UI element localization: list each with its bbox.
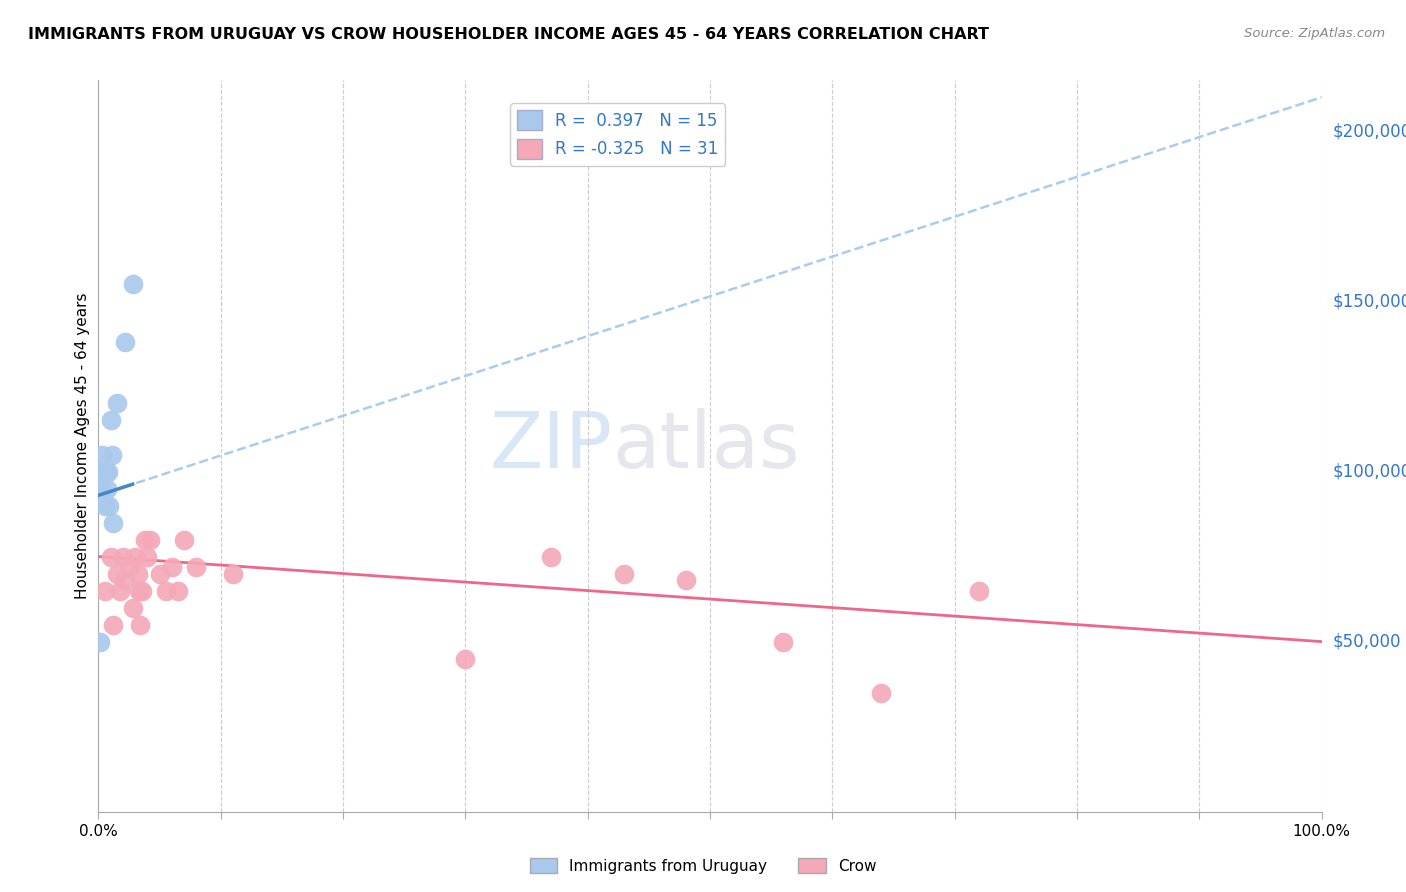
Point [167,583,190,598]
Point [136,549,159,564]
Point [675,574,697,588]
Point [121,600,143,615]
Point [101,448,124,462]
Point [97,465,120,479]
Point [100,413,122,427]
Point [128,583,150,598]
Y-axis label: Householder Income Ages 45 - 64 years: Householder Income Ages 45 - 64 years [75,293,90,599]
Point [89,634,111,648]
Point [98,499,121,513]
Point [139,533,162,547]
Point [101,617,124,632]
Point [540,549,562,564]
Text: IMMIGRANTS FROM URUGUAY VS CROW HOUSEHOLDER INCOME AGES 45 - 64 YEARS CORRELATIO: IMMIGRANTS FROM URUGUAY VS CROW HOUSEHOL… [28,27,988,42]
Point [94,465,117,479]
Point [114,574,136,588]
Text: $100,000: $100,000 [1333,463,1406,481]
Text: Source: ZipAtlas.com: Source: ZipAtlas.com [1244,27,1385,40]
Point [613,566,636,581]
Point [160,559,183,574]
Point [772,634,794,648]
Legend: Immigrants from Uruguay, Crow: Immigrants from Uruguay, Crow [523,852,883,880]
Point [93,499,115,513]
Point [100,549,122,564]
Point [91,465,114,479]
Point [127,566,149,581]
Point [155,583,177,598]
Point [96,482,118,496]
Point [149,566,172,581]
Point [110,583,132,598]
Text: $200,000: $200,000 [1333,122,1406,140]
Point [93,583,115,598]
Point [101,516,124,530]
Point [222,566,245,581]
Point [111,549,134,564]
Text: $150,000: $150,000 [1333,293,1406,310]
Point [121,277,143,292]
Point [114,335,136,350]
Point [131,583,153,598]
Point [186,559,208,574]
Text: ZIP: ZIP [489,408,612,484]
Text: atlas: atlas [612,408,800,484]
Point [967,583,990,598]
Point [105,566,128,581]
Point [91,448,114,462]
Point [454,651,477,665]
Point [105,396,128,410]
Point [129,617,152,632]
Legend: R =  0.397   N = 15, R = -0.325   N = 31: R = 0.397 N = 15, R = -0.325 N = 31 [510,103,725,166]
Point [90,482,112,496]
Point [173,533,195,547]
Point [118,559,141,574]
Point [134,533,156,547]
Point [124,549,146,564]
Point [870,686,893,700]
Text: $50,000: $50,000 [1333,632,1402,650]
